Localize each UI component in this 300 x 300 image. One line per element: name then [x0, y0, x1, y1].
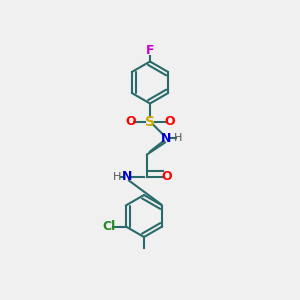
Text: S: S: [145, 115, 155, 128]
Text: Cl: Cl: [103, 220, 116, 233]
Text: N: N: [161, 131, 172, 145]
Text: H: H: [174, 133, 183, 143]
Text: O: O: [161, 170, 172, 184]
Text: F: F: [146, 44, 154, 58]
Text: H: H: [113, 172, 121, 182]
Text: O: O: [125, 115, 136, 128]
Text: N: N: [122, 170, 133, 184]
Text: O: O: [164, 115, 175, 128]
